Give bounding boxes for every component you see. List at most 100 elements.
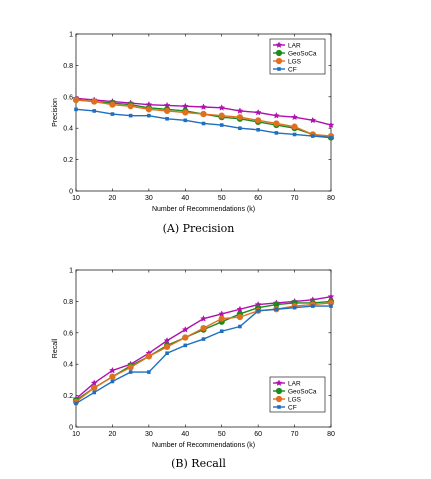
data-point xyxy=(327,293,335,300)
data-point xyxy=(183,343,188,348)
data-point xyxy=(274,131,279,135)
y-tick-label: 0.4 xyxy=(63,126,73,133)
data-point xyxy=(273,120,280,127)
data-point xyxy=(163,107,171,115)
data-point xyxy=(92,390,97,395)
data-point xyxy=(236,107,244,114)
x-tick-label: 40 xyxy=(181,431,189,438)
data-point xyxy=(274,307,279,312)
data-point xyxy=(272,111,280,119)
data-point xyxy=(291,123,298,130)
data-point xyxy=(200,110,207,118)
y-tick-label: 0.2 xyxy=(63,393,73,400)
data-point xyxy=(147,113,151,118)
x-tick-label: 50 xyxy=(218,195,226,202)
data-point xyxy=(91,98,98,105)
x-tick-label: 10 xyxy=(72,195,80,202)
data-point xyxy=(291,113,299,121)
y-axis-label: Recall xyxy=(52,338,59,358)
y-tick-label: 0.8 xyxy=(63,299,73,306)
data-point xyxy=(329,304,333,308)
legend-marker xyxy=(275,379,283,386)
precision-chart: 10 20 30 40 50 60 70 80 0 0.2 0.4 0.6 0.8 1 Number of … xyxy=(52,32,335,236)
x-tick-label: 70 xyxy=(291,195,299,202)
figure-caption: (A) Precision xyxy=(163,222,235,235)
data-point xyxy=(236,114,244,121)
legend-marker xyxy=(277,405,281,409)
data-point xyxy=(201,337,206,341)
x-tick-label: 60 xyxy=(254,431,262,438)
data-point xyxy=(109,101,116,108)
data-point xyxy=(127,103,134,110)
y-tick-label: 1 xyxy=(69,268,73,275)
data-point xyxy=(128,370,133,374)
data-point xyxy=(181,326,189,333)
data-point xyxy=(219,123,224,127)
data-point xyxy=(310,134,315,138)
y-tick-label: 0.8 xyxy=(63,63,73,70)
data-point xyxy=(254,108,262,116)
y-tick-label: 0.6 xyxy=(63,330,73,337)
data-point xyxy=(218,310,226,317)
legend-marker xyxy=(275,57,283,65)
data-point xyxy=(128,113,133,118)
data-point xyxy=(145,353,152,360)
legend-label: LGS xyxy=(288,396,302,403)
x-tick-label: 10 xyxy=(72,431,80,438)
y-axis-label: Precision xyxy=(52,98,59,127)
data-point xyxy=(182,334,189,341)
data-point xyxy=(163,343,171,351)
data-point xyxy=(201,121,206,126)
data-point xyxy=(236,305,244,313)
y-tick-label: 1 xyxy=(69,32,73,39)
data-point xyxy=(145,106,152,113)
data-point xyxy=(309,116,317,124)
y-tick-label: 0 xyxy=(69,425,73,432)
data-point xyxy=(292,132,297,137)
legend-label: GeoSoCa xyxy=(288,388,317,395)
data-point xyxy=(238,126,242,130)
data-point xyxy=(165,351,169,356)
data-point xyxy=(74,401,78,406)
data-point xyxy=(238,324,242,329)
x-axis-label: Number of Recommendations (k) xyxy=(152,442,255,449)
legend-label: CF xyxy=(288,66,297,73)
data-point xyxy=(218,315,225,322)
data-point xyxy=(219,329,224,334)
y-tick-label: 0.4 xyxy=(63,362,73,369)
x-tick-label: 70 xyxy=(291,431,299,438)
legend-marker xyxy=(275,49,283,57)
x-tick-label: 50 xyxy=(218,431,226,438)
legend-label: LAR xyxy=(288,380,301,387)
data-point xyxy=(110,112,115,116)
recall-chart: 10 20 30 40 50 60 70 80 0 0.2 0.4 0.6 0.8 1 Number of … xyxy=(52,268,335,471)
x-tick-label: 30 xyxy=(145,431,153,438)
data-point xyxy=(147,370,151,374)
x-tick-label: 40 xyxy=(181,195,189,202)
plot-frame xyxy=(75,33,332,192)
data-point xyxy=(127,364,134,371)
legend-marker xyxy=(277,67,281,71)
data-point xyxy=(91,384,98,391)
data-point xyxy=(255,117,262,124)
legend-label: LGS xyxy=(288,58,302,65)
data-point xyxy=(92,109,97,113)
data-point xyxy=(236,314,244,321)
data-point xyxy=(329,135,333,140)
legend-marker xyxy=(275,41,283,48)
data-point xyxy=(90,379,98,386)
figure-caption: (B) Recall xyxy=(171,457,226,470)
data-point xyxy=(108,366,116,374)
x-tick-label: 30 xyxy=(145,195,153,202)
series-cf xyxy=(74,304,333,406)
data-point xyxy=(74,107,78,112)
legend-label: GeoSoCa xyxy=(288,50,317,57)
series-lgs xyxy=(72,96,335,140)
data-point xyxy=(183,118,188,123)
legend-marker xyxy=(275,387,283,395)
data-point xyxy=(163,336,171,344)
data-point xyxy=(218,104,226,111)
data-point xyxy=(310,304,315,308)
